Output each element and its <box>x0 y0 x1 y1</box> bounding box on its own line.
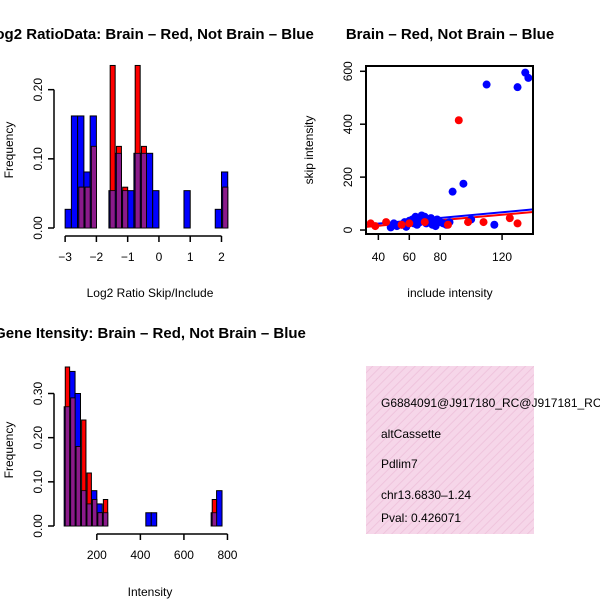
overlap-bar <box>78 186 85 229</box>
overlap-bar <box>75 446 81 527</box>
pval-text: Pval: 0.426071 <box>381 511 461 525</box>
blue-bar <box>145 512 152 527</box>
brain-point <box>454 116 463 125</box>
y-tick-label: 400 <box>341 114 355 134</box>
x-tick-label: −3 <box>58 250 72 264</box>
scatter-ylabel: skip intensity <box>302 116 316 185</box>
ratio-histogram-xlabel: Log2 Ratio Skip/Include <box>87 286 214 300</box>
overlap-bar <box>90 145 97 229</box>
blue-bar <box>150 512 158 527</box>
brain-point <box>371 222 380 231</box>
brain-point <box>382 218 391 227</box>
x-tick-label: 40 <box>372 250 386 264</box>
brain-point <box>464 218 473 227</box>
overlap-bar <box>86 503 92 527</box>
intensity-histogram-bars <box>63 366 223 527</box>
intensity-scatter: Brain – Red, Not Brain – Blue 40 60 80 120 0… <box>302 26 554 300</box>
ratio-histogram-title: Log2 RatioData: Brain – Red, Not Brain –… <box>0 26 314 43</box>
event-id: G6884091@J917180_RC@J917181_RC <box>381 396 600 410</box>
overlap-bar <box>92 499 98 527</box>
gene-name: Pdlim7 <box>381 457 418 471</box>
blue-bar <box>64 208 72 229</box>
x-tick-label: −1 <box>121 250 135 264</box>
ratio-histogram-bars <box>64 64 229 229</box>
x-tick-label: 800 <box>217 548 237 562</box>
blue-bar <box>70 115 79 229</box>
overlap-bar <box>141 152 147 229</box>
overlap-bar <box>70 397 76 527</box>
blue-bar <box>152 190 160 229</box>
x-tick-label: 600 <box>174 548 194 562</box>
genomic-location: chr13.6830–1.24 <box>381 488 471 502</box>
scatter-title: Brain – Red, Not Brain – Blue <box>346 26 554 43</box>
y-tick-label: 0.00 <box>31 216 45 240</box>
x-tick-label: 1 <box>187 250 194 264</box>
y-tick-label: 0.00 <box>31 514 45 538</box>
overlap-bar <box>122 190 129 229</box>
blue-bar <box>216 490 223 527</box>
x-tick-label: 0 <box>156 250 163 264</box>
scatter-frame <box>365 65 534 235</box>
brain-point <box>505 214 514 223</box>
ratio-histogram-ylabel: Frequency <box>2 122 16 179</box>
not-brain-point <box>482 80 491 89</box>
info-box-hatch <box>366 366 534 534</box>
y-tick-label: 200 <box>341 167 355 187</box>
y-tick-label: 0.10 <box>31 147 45 171</box>
overlap-bar <box>116 152 122 229</box>
overlap-bar <box>222 186 229 229</box>
not-brain-point <box>513 83 522 92</box>
y-tick-label: 0.20 <box>31 78 45 102</box>
brain-point <box>443 220 452 229</box>
brain-point <box>405 219 414 228</box>
scatter-axes: 40 60 80 120 0 200 400 600 <box>341 61 534 264</box>
overlap-bar <box>64 406 71 527</box>
not-brain-point <box>459 179 468 188</box>
x-tick-label: −2 <box>90 250 104 264</box>
scatter-xlabel: include intensity <box>407 286 492 300</box>
x-tick-label: 120 <box>492 250 512 264</box>
blue-bar <box>127 190 135 229</box>
x-tick-label: 60 <box>403 250 417 264</box>
overlap-bar <box>102 512 109 527</box>
brain-point <box>397 220 406 229</box>
y-tick-label: 0.10 <box>31 470 45 494</box>
x-tick-label: 2 <box>218 250 225 264</box>
x-tick-label: 200 <box>87 548 107 562</box>
y-tick-label: 0 <box>341 226 355 233</box>
event-info-panel: G6884091@J917180_RC@J917181_RC altCasset… <box>366 366 600 534</box>
blue-bar <box>183 190 191 229</box>
y-tick-label: 0.30 <box>31 381 45 405</box>
overlap-bar <box>109 190 116 229</box>
overlap-bar <box>211 512 217 527</box>
not-brain-point <box>448 187 457 196</box>
intensity-histogram-axes: 200 400 600 800 0.00 0.10 0.20 0.30 <box>31 381 238 562</box>
blue-bar <box>214 208 222 229</box>
intensity-histogram-title: Gene Itensity: Brain – Red, Not Brain – … <box>0 325 306 342</box>
intensity-histogram-ylabel: Frequency <box>2 422 16 479</box>
overlap-bar <box>84 186 91 229</box>
intensity-histogram-xlabel: Intensity <box>128 585 173 599</box>
intensity-histogram: Gene Itensity: Brain – Red, Not Brain – … <box>0 325 306 599</box>
overlap-bar <box>134 152 141 229</box>
ratio-histogram-axes: −3 −2 −1 0 1 2 0.00 0.10 0.20 <box>31 78 225 264</box>
not-brain-point <box>524 73 533 82</box>
y-tick-label: 0.20 <box>31 426 45 450</box>
scatter-points <box>366 68 533 232</box>
brain-point <box>479 218 488 227</box>
brain-point <box>420 218 429 227</box>
ratio-histogram: Log2 RatioData: Brain – Red, Not Brain –… <box>0 26 314 300</box>
not-brain-point <box>490 220 499 229</box>
blue-bar <box>145 152 154 229</box>
overlap-bar <box>97 512 103 527</box>
y-tick-label: 600 <box>341 61 355 81</box>
overlap-bar <box>81 490 87 527</box>
x-tick-label: 400 <box>130 548 150 562</box>
x-tick-label: 80 <box>434 250 448 264</box>
brain-point <box>513 219 522 228</box>
event-type: altCassette <box>381 427 441 441</box>
